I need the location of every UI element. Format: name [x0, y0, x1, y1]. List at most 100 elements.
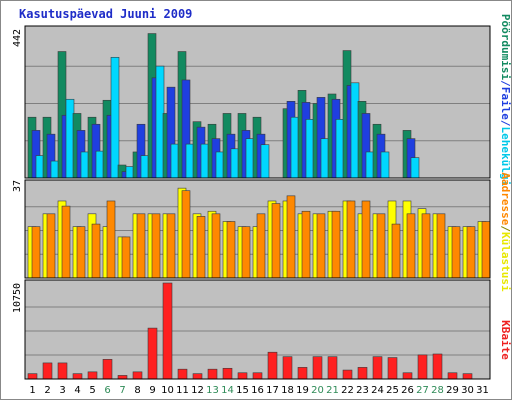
bottom-panel-bar-kbaite-15 — [237, 372, 248, 380]
x-tick-label-5: 5 — [89, 385, 95, 396]
bottom-panel-bar-kbaite-24 — [372, 356, 383, 380]
chart-title: Kasutuspäevad Juuni 2009 — [19, 7, 192, 21]
bottom-panel-bar-kbaite-14 — [222, 367, 233, 380]
bottom-panel-bar-kbaite-7 — [117, 375, 128, 380]
x-tick-label-1: 1 — [29, 385, 35, 396]
bottom-panel-bar-kbaite-16 — [252, 372, 263, 380]
x-tick-label-19: 19 — [296, 385, 309, 396]
middle-panel-bar-aadresse-14 — [226, 221, 236, 279]
x-tick-label-8: 8 — [134, 385, 140, 396]
bottom-panel — [24, 279, 491, 380]
x-tick-label-2: 2 — [44, 385, 50, 396]
middle-panel-bar-aadresse-10 — [166, 213, 176, 279]
x-tick-label-14: 14 — [221, 385, 234, 396]
bottom-panel-bar-kbaite-17 — [267, 351, 278, 380]
bottom-panel-bar-kbaite-13 — [207, 368, 218, 380]
bottom-panel-bar-kbaite-23 — [357, 367, 368, 380]
middle-panel-bar-aadresse-31 — [481, 221, 491, 279]
legend-sep-2: / — [499, 120, 512, 127]
middle-panel-bar-aadresse-26 — [406, 213, 416, 279]
middle-panel-bar-aadresse-11 — [181, 190, 191, 279]
top-panel-frame — [24, 25, 491, 179]
middle-panel-bar-aadresse-30 — [466, 226, 476, 279]
top-legend: Pöördumisi/Faile/Lehekülgi — [499, 14, 512, 187]
bottom-panel-bar-kbaite-26 — [402, 372, 413, 380]
bottom-panel-bar-kbaite-2 — [42, 362, 53, 380]
x-axis-labels: 1 2 3 4 5 6 7 8 9 10 11 12 13 14 15 16 17 18 19 20 21 22 23 24 2… — [29, 385, 489, 396]
middle-panel-bar-aadresse-6 — [106, 200, 116, 279]
bottom-panel-bar-kbaite-22 — [342, 369, 353, 380]
x-tick-label-27: 27 — [416, 385, 429, 396]
bottom-panel-bar-kbaite-3 — [57, 362, 68, 380]
middle-panel-bar-aadresse-21 — [331, 210, 341, 279]
x-tick-label-17: 17 — [266, 385, 279, 396]
middle-panel-bar-aadresse-27 — [421, 213, 431, 279]
legend-lehekulgi: Lehekülgi — [499, 127, 512, 187]
x-tick-label-11: 11 — [176, 385, 189, 396]
bottom-panel-bar-kbaite-19 — [297, 367, 308, 380]
x-tick-label-21: 21 — [326, 385, 339, 396]
middle-panel-bar-aadresse-16 — [256, 213, 266, 279]
bottom-panel-frame — [24, 279, 491, 380]
middle-panel-bar-aadresse-12 — [196, 216, 206, 279]
bottom-panel-ymax-label: 10750 — [12, 283, 23, 313]
legend-sep-1: / — [499, 80, 512, 87]
legend-kbaite: KBaite — [499, 320, 512, 360]
bottom-panel-bar-kbaite-1 — [27, 373, 38, 380]
middle-panel-bar-aadresse-28 — [436, 213, 446, 279]
top-panel-bar-lehekülgi-26 — [410, 157, 420, 179]
x-tick-label-31: 31 — [476, 385, 489, 396]
bottom-panel-bar-kbaite-21 — [327, 356, 338, 380]
x-tick-label-12: 12 — [191, 385, 204, 396]
top-panel-ymax-label: 442 — [12, 29, 23, 47]
middle-panel-frame — [24, 179, 491, 279]
bottom-panel-bar-kbaite-30 — [462, 373, 473, 380]
middle-panel-bar-aadresse-9 — [151, 213, 161, 279]
middle-panel-bar-aadresse-24 — [376, 213, 386, 279]
middle-panel-bar-aadresse-15 — [241, 226, 251, 279]
bottom-panel-bar-kbaite-28 — [432, 353, 443, 380]
bottom-panel-bar-kbaite-29 — [447, 372, 458, 380]
x-tick-label-20: 20 — [311, 385, 324, 396]
middle-panel-bar-aadresse-4 — [76, 226, 86, 279]
middle-panel-bar-aadresse-20 — [316, 213, 326, 279]
bottom-panel-bar-kbaite-8 — [132, 371, 143, 380]
middle-panel-ymax-label: 37 — [12, 180, 23, 192]
bottom-panel-bar-kbaite-9 — [147, 327, 158, 380]
bottom-panel-bar-kbaite-5 — [87, 371, 98, 380]
middle-panel-bar-aadresse-17 — [271, 203, 281, 279]
legend-faile: Faile — [499, 87, 512, 120]
bottom-panel-bar-kbaite-18 — [282, 356, 293, 380]
middle-panel-bar-aadresse-29 — [451, 226, 461, 279]
x-tick-label-9: 9 — [149, 385, 155, 396]
x-tick-label-6: 6 — [104, 385, 110, 396]
x-tick-label-18: 18 — [281, 385, 294, 396]
middle-panel-bar-aadresse-25 — [391, 223, 401, 279]
x-tick-label-24: 24 — [371, 385, 384, 396]
middle-panel-bar-aadresse-2 — [46, 213, 56, 279]
x-tick-label-22: 22 — [341, 385, 354, 396]
middle-panel-bar-aadresse-13 — [211, 213, 221, 279]
legend-poordumisi: Pöördumisi — [499, 14, 512, 81]
middle-panel-bar-aadresse-5 — [91, 223, 101, 279]
bottom-panel-background — [24, 279, 491, 380]
x-tick-label-15: 15 — [236, 385, 249, 396]
x-tick-label-25: 25 — [386, 385, 399, 396]
x-tick-label-29: 29 — [446, 385, 459, 396]
middle-panel — [24, 179, 491, 279]
middle-panel-bar-aadresse-22 — [346, 200, 356, 279]
bottom-panel-bar-kbaite-11 — [177, 368, 188, 380]
middle-panel-bar-aadresse-23 — [361, 200, 371, 279]
x-tick-label-4: 4 — [74, 385, 80, 396]
x-tick-label-16: 16 — [251, 385, 264, 396]
x-tick-label-10: 10 — [161, 385, 174, 396]
x-tick-label-13: 13 — [206, 385, 219, 396]
middle-panel-bar-aadresse-3 — [61, 205, 71, 279]
x-tick-label-26: 26 — [401, 385, 414, 396]
middle-panel-bar-aadresse-19 — [301, 210, 311, 279]
x-tick-label-7: 7 — [119, 385, 125, 396]
top-panel-bar-lehekülgi-6 — [110, 56, 120, 179]
x-tick-label-3: 3 — [59, 385, 65, 396]
x-tick-label-30: 30 — [461, 385, 474, 396]
